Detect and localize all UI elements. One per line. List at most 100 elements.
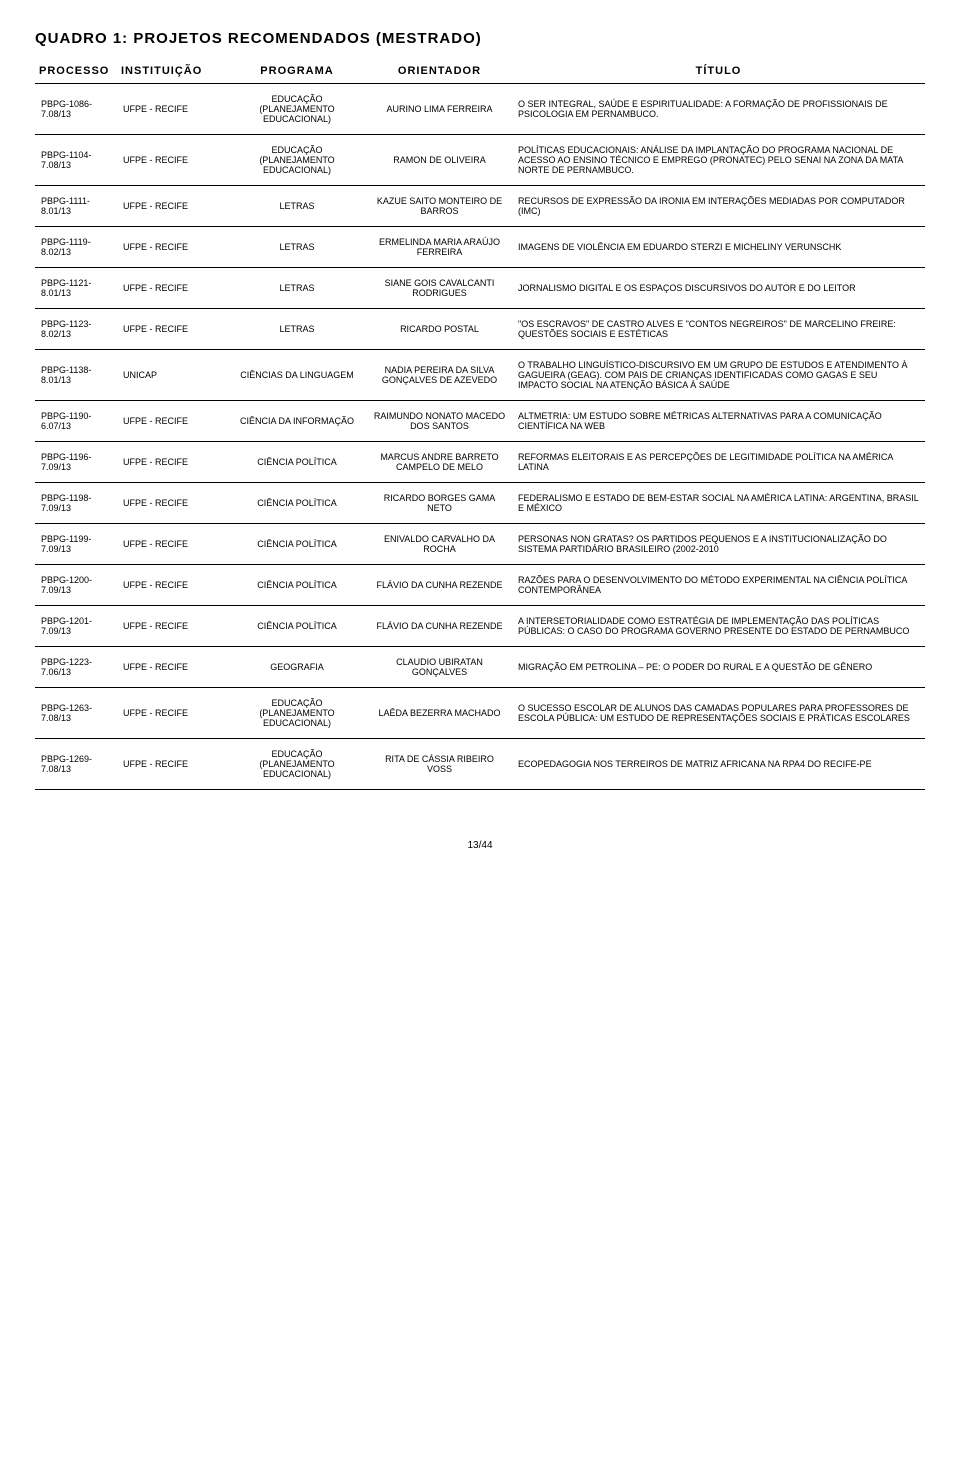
cell-programa: CIÊNCIA POLÍTICA (227, 606, 367, 647)
table-row: PBPG-1123-8.02/13UFPE - RECIFELETRASRICA… (35, 309, 925, 350)
cell-titulo: O TRABALHO LINGUÍSTICO-DISCURSIVO EM UM … (512, 350, 925, 401)
cell-titulo: PERSONAS NON GRATAS? OS PARTIDOS PEQUENO… (512, 524, 925, 565)
cell-titulo: JORNALISMO DIGITAL E OS ESPAÇOS DISCURSI… (512, 268, 925, 309)
cell-titulo: POLÍTICAS EDUCACIONAIS: ANÁLISE DA IMPLA… (512, 135, 925, 186)
table-row: PBPG-1199-7.09/13UFPE - RECIFECIÊNCIA PO… (35, 524, 925, 565)
cell-processo: PBPG-1263-7.08/13 (35, 688, 117, 739)
header-titulo: TÍTULO (512, 59, 925, 84)
cell-orientador: MARCUS ANDRE BARRETO CAMPELO DE MELO (367, 442, 512, 483)
cell-instituicao: UFPE - RECIFE (117, 647, 227, 688)
cell-instituicao: UFPE - RECIFE (117, 565, 227, 606)
table-row: PBPG-1200-7.09/13UFPE - RECIFECIÊNCIA PO… (35, 565, 925, 606)
cell-orientador: NADIA PEREIRA DA SILVA GONÇALVES DE AZEV… (367, 350, 512, 401)
projects-table: PROCESSO INSTITUIÇÃO PROGRAMA ORIENTADOR… (35, 59, 925, 790)
table-row: PBPG-1223-7.06/13UFPE - RECIFEGEOGRAFIAC… (35, 647, 925, 688)
cell-titulo: REFORMAS ELEITORAIS E AS PERCEPÇÕES DE L… (512, 442, 925, 483)
cell-instituicao: UFPE - RECIFE (117, 688, 227, 739)
cell-titulo: RECURSOS DE EXPRESSÃO DA IRONIA EM INTER… (512, 186, 925, 227)
cell-orientador: AURINO LIMA FERREIRA (367, 84, 512, 135)
cell-titulo: IMAGENS DE VIOLÊNCIA EM EDUARDO STERZI E… (512, 227, 925, 268)
cell-orientador: RICARDO POSTAL (367, 309, 512, 350)
cell-processo: PBPG-1086-7.08/13 (35, 84, 117, 135)
table-row: PBPG-1263-7.08/13UFPE - RECIFEEDUCAÇÃO (… (35, 688, 925, 739)
cell-instituicao: UFPE - RECIFE (117, 227, 227, 268)
table-row: PBPG-1138-8.01/13UNICAPCIÊNCIAS DA LINGU… (35, 350, 925, 401)
cell-orientador: RITA DE CÁSSIA RIBEIRO VOSS (367, 739, 512, 790)
cell-instituicao: UFPE - RECIFE (117, 606, 227, 647)
cell-programa: EDUCAÇÃO (PLANEJAMENTO EDUCACIONAL) (227, 688, 367, 739)
cell-titulo: O SER INTEGRAL, SAÚDE E ESPIRITUALIDADE:… (512, 84, 925, 135)
table-row: PBPG-1104-7.08/13UFPE - RECIFEEDUCAÇÃO (… (35, 135, 925, 186)
table-row: PBPG-1121-8.01/13UFPE - RECIFELETRASSIAN… (35, 268, 925, 309)
cell-instituicao: UNICAP (117, 350, 227, 401)
cell-instituicao: UFPE - RECIFE (117, 739, 227, 790)
cell-programa: LETRAS (227, 309, 367, 350)
cell-programa: CIÊNCIA POLÍTICA (227, 442, 367, 483)
cell-instituicao: UFPE - RECIFE (117, 186, 227, 227)
cell-programa: CIÊNCIAS DA LINGUAGEM (227, 350, 367, 401)
table-row: PBPG-1198-7.09/13UFPE - RECIFECIÊNCIA PO… (35, 483, 925, 524)
cell-processo: PBPG-1190-6.07/13 (35, 401, 117, 442)
cell-processo: PBPG-1269-7.08/13 (35, 739, 117, 790)
page-footer: 13/44 (35, 840, 925, 851)
cell-processo: PBPG-1123-8.02/13 (35, 309, 117, 350)
cell-processo: PBPG-1201-7.09/13 (35, 606, 117, 647)
cell-processo: PBPG-1111-8.01/13 (35, 186, 117, 227)
cell-titulo: MIGRAÇÃO EM PETROLINA – PE: O PODER DO R… (512, 647, 925, 688)
cell-instituicao: UFPE - RECIFE (117, 84, 227, 135)
cell-programa: CIÊNCIA POLÍTICA (227, 524, 367, 565)
header-orientador: ORIENTADOR (367, 59, 512, 84)
cell-instituicao: UFPE - RECIFE (117, 401, 227, 442)
cell-titulo: O SUCESSO ESCOLAR DE ALUNOS DAS CAMADAS … (512, 688, 925, 739)
cell-titulo: "OS ESCRAVOS" DE CASTRO ALVES E "CONTOS … (512, 309, 925, 350)
cell-instituicao: UFPE - RECIFE (117, 135, 227, 186)
cell-orientador: CLAUDIO UBIRATAN GONÇALVES (367, 647, 512, 688)
cell-programa: LETRAS (227, 268, 367, 309)
table-header-row: PROCESSO INSTITUIÇÃO PROGRAMA ORIENTADOR… (35, 59, 925, 84)
cell-orientador: SIANE GOIS CAVALCANTI RODRIGUES (367, 268, 512, 309)
cell-titulo: ECOPEDAGOGIA NOS TERREIROS DE MATRIZ AFR… (512, 739, 925, 790)
cell-orientador: ERMELINDA MARIA ARAÚJO FERREIRA (367, 227, 512, 268)
cell-programa: EDUCAÇÃO (PLANEJAMENTO EDUCACIONAL) (227, 135, 367, 186)
table-row: PBPG-1111-8.01/13UFPE - RECIFELETRASKAZU… (35, 186, 925, 227)
cell-programa: EDUCAÇÃO (PLANEJAMENTO EDUCACIONAL) (227, 84, 367, 135)
cell-instituicao: UFPE - RECIFE (117, 442, 227, 483)
table-row: PBPG-1269-7.08/13UFPE - RECIFEEDUCAÇÃO (… (35, 739, 925, 790)
cell-processo: PBPG-1121-8.01/13 (35, 268, 117, 309)
cell-programa: CIÊNCIA DA INFORMAÇÃO (227, 401, 367, 442)
cell-processo: PBPG-1196-7.09/13 (35, 442, 117, 483)
cell-processo: PBPG-1199-7.09/13 (35, 524, 117, 565)
table-row: PBPG-1196-7.09/13UFPE - RECIFECIÊNCIA PO… (35, 442, 925, 483)
cell-orientador: RAMON DE OLIVEIRA (367, 135, 512, 186)
header-instituicao: INSTITUIÇÃO (117, 59, 227, 84)
cell-programa: EDUCAÇÃO (PLANEJAMENTO EDUCACIONAL) (227, 739, 367, 790)
cell-programa: GEOGRAFIA (227, 647, 367, 688)
cell-programa: CIÊNCIA POLÍTICA (227, 565, 367, 606)
cell-titulo: RAZÕES PARA O DESENVOLVIMENTO DO MÉTODO … (512, 565, 925, 606)
cell-orientador: FLÁVIO DA CUNHA REZENDE (367, 606, 512, 647)
cell-processo: PBPG-1119-8.02/13 (35, 227, 117, 268)
cell-processo: PBPG-1104-7.08/13 (35, 135, 117, 186)
cell-processo: PBPG-1198-7.09/13 (35, 483, 117, 524)
header-programa: PROGRAMA (227, 59, 367, 84)
cell-orientador: LAÊDA BEZERRA MACHADO (367, 688, 512, 739)
cell-orientador: FLÁVIO DA CUNHA REZENDE (367, 565, 512, 606)
table-row: PBPG-1119-8.02/13UFPE - RECIFELETRASERME… (35, 227, 925, 268)
table-row: PBPG-1086-7.08/13UFPE - RECIFEEDUCAÇÃO (… (35, 84, 925, 135)
table-row: PBPG-1190-6.07/13UFPE - RECIFECIÊNCIA DA… (35, 401, 925, 442)
table-row: PBPG-1201-7.09/13UFPE - RECIFECIÊNCIA PO… (35, 606, 925, 647)
cell-processo: PBPG-1223-7.06/13 (35, 647, 117, 688)
table-body: PBPG-1086-7.08/13UFPE - RECIFEEDUCAÇÃO (… (35, 84, 925, 790)
cell-orientador: ENIVALDO CARVALHO DA ROCHA (367, 524, 512, 565)
cell-titulo: A INTERSETORIALIDADE COMO ESTRATÉGIA DE … (512, 606, 925, 647)
cell-programa: LETRAS (227, 186, 367, 227)
cell-processo: PBPG-1200-7.09/13 (35, 565, 117, 606)
cell-titulo: ALTMETRIA: UM ESTUDO SOBRE MÉTRICAS ALTE… (512, 401, 925, 442)
cell-orientador: KAZUE SAITO MONTEIRO DE BARROS (367, 186, 512, 227)
cell-programa: CIÊNCIA POLÍTICA (227, 483, 367, 524)
cell-orientador: RICARDO BORGES GAMA NETO (367, 483, 512, 524)
cell-instituicao: UFPE - RECIFE (117, 483, 227, 524)
cell-processo: PBPG-1138-8.01/13 (35, 350, 117, 401)
cell-orientador: RAIMUNDO NONATO MACEDO DOS SANTOS (367, 401, 512, 442)
cell-instituicao: UFPE - RECIFE (117, 524, 227, 565)
